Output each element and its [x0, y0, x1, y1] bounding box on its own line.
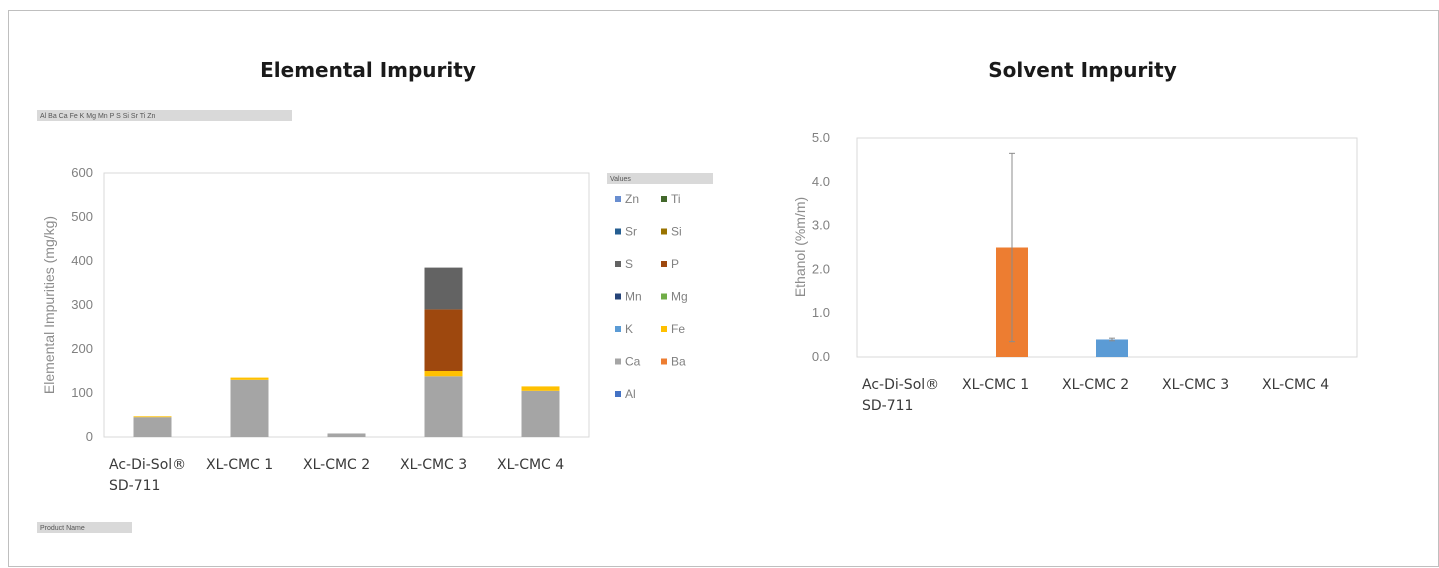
legend-swatch — [615, 196, 621, 202]
y-tick-label: 3.0 — [812, 218, 830, 233]
bar-segment-ca — [424, 376, 463, 437]
legend-label: Ca — [625, 355, 641, 369]
solvent-impurity-chart: 0.0 1.0 2.0 3.0 4.0 5.0 Ethanol (%m/m) Ac-Di-So… — [792, 130, 1358, 414]
legend-swatch — [615, 326, 621, 332]
legend-swatch — [661, 326, 667, 332]
bar-segment-ca — [327, 433, 366, 437]
category-label: XL-CMC 3 — [400, 457, 467, 473]
category-label: XL-CMC 2 — [303, 457, 370, 473]
legend-label: Mn — [625, 290, 642, 304]
legend-swatch — [661, 358, 667, 365]
category-label: XL-CMC 4 — [497, 457, 564, 473]
legend-label: Mg — [671, 290, 688, 304]
y-tick-label: 200 — [71, 341, 93, 356]
legend-title: Values — [610, 176, 631, 183]
legend-label: P — [671, 257, 679, 271]
category-label: XL-CMC 3 — [1162, 377, 1229, 393]
legend-label: S — [625, 257, 633, 271]
y-tick-label: 0 — [86, 429, 93, 444]
legend-label: K — [625, 322, 633, 336]
legend-field-button — [607, 173, 713, 184]
bar-segment-fe — [133, 416, 172, 418]
legend-swatch — [615, 391, 621, 397]
bar-segment-fe — [230, 377, 269, 380]
plot-area — [856, 137, 1358, 358]
bar — [1096, 339, 1128, 357]
y-tick-label: 2.0 — [812, 261, 830, 276]
legend-swatch — [615, 228, 621, 235]
filter-field-label: Al Ba Ca Fe K Mg Mn P S Si Sr Ti Zn — [40, 113, 156, 120]
legend-label: Sr — [625, 225, 637, 239]
bar-segment-ca — [230, 379, 269, 437]
legend-label: Ba — [671, 355, 686, 369]
bar-segment-ca — [521, 390, 560, 437]
legend-swatch — [661, 228, 667, 235]
y-tick-label: 1.0 — [812, 305, 830, 320]
row-field-button — [37, 522, 132, 533]
bar-segment-p — [424, 309, 463, 371]
chart-title: Elemental Impurity — [260, 58, 476, 82]
y-tick-label: 500 — [71, 209, 93, 224]
category-label: Ac-Di-Sol® SD-711 — [109, 457, 186, 494]
y-tick-label: 5.0 — [812, 130, 830, 145]
legend-swatch — [615, 261, 621, 267]
elemental-impurity-chart: Al Ba Ca Fe K Mg Mn P S Si Sr Ti Zn 0 100 2… — [37, 110, 713, 533]
chart-title: Solvent Impurity — [988, 58, 1177, 82]
category-label: Ac-Di-Sol® SD-711 — [862, 377, 939, 414]
y-tick-label: 300 — [71, 297, 93, 312]
category-label: XL-CMC 1 — [962, 377, 1029, 393]
filter-field-button — [37, 110, 292, 121]
legend-label: Zn — [625, 192, 639, 206]
row-field-label: Product Name — [40, 525, 85, 532]
elemental-impurity-panel: Elemental Impurity Al Ba Ca Fe K Mg Mn P… — [8, 10, 728, 567]
bar-segment-ca — [133, 417, 172, 437]
y-tick-label: 100 — [71, 385, 93, 400]
bar-segment-fe — [521, 386, 560, 391]
legend-label: Fe — [671, 322, 685, 336]
category-label: XL-CMC 4 — [1262, 377, 1329, 393]
y-axis-label: Ethanol (%m/m) — [792, 197, 808, 297]
legend-label: Si — [671, 225, 682, 239]
y-tick-label: 0.0 — [812, 349, 830, 364]
legend-label: Ti — [671, 192, 681, 206]
legend-swatch — [615, 293, 621, 300]
bar-segment-s — [424, 267, 463, 310]
y-axis-label: Elemental Impurities (mg/kg) — [41, 216, 57, 394]
legend-label: Al — [625, 387, 636, 401]
legend-swatch — [615, 358, 621, 365]
category-label: XL-CMC 2 — [1062, 377, 1129, 393]
legend-swatch — [661, 261, 667, 267]
legend-swatch — [661, 196, 667, 202]
y-tick-label: 600 — [71, 165, 93, 180]
y-tick-label: 400 — [71, 253, 93, 268]
legend-swatch — [661, 293, 667, 300]
category-label: XL-CMC 1 — [206, 457, 273, 473]
solvent-impurity-panel: Solvent Impurity 0.0 1.0 2.0 3.0 4.0 5.0 Ethan… — [727, 10, 1439, 567]
plot-area — [103, 172, 590, 438]
bar-segment-fe — [424, 371, 463, 377]
y-tick-label: 4.0 — [812, 174, 830, 189]
